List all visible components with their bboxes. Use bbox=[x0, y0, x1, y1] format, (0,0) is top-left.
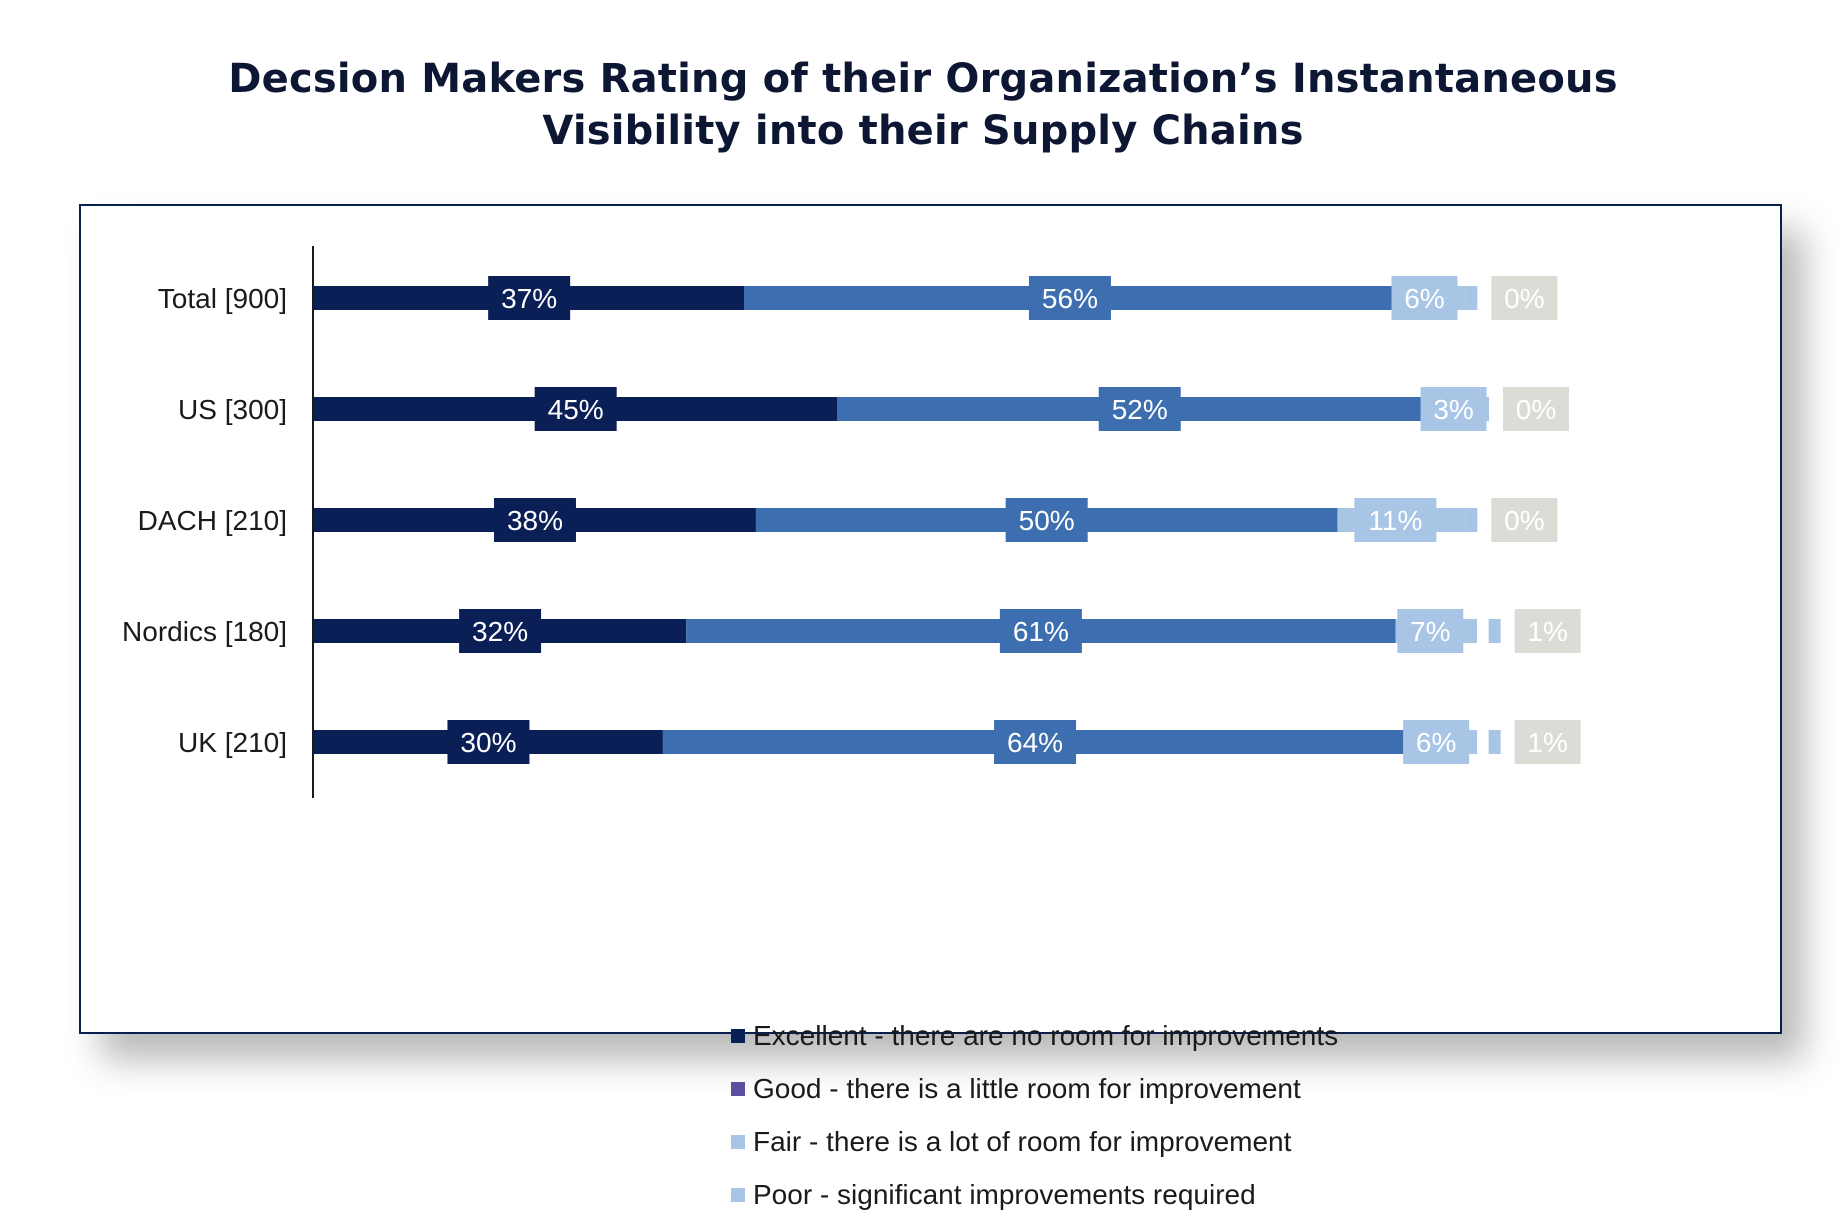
category-label-uk: UK [210] bbox=[178, 727, 287, 758]
legend-item-good: Good - there is a little room for improv… bbox=[731, 1062, 1338, 1115]
data-label-dach-fair: 11% bbox=[1368, 505, 1422, 536]
data-label-dach-good: 50% bbox=[1019, 505, 1075, 536]
legend-swatch-fair bbox=[731, 1134, 745, 1149]
legend-label-poor: Poor - significant improvements required bbox=[753, 1178, 1256, 1210]
data-label-bg-us-fair bbox=[1420, 387, 1487, 431]
data-label-bg-us-good bbox=[1098, 387, 1181, 431]
bar-uk-end-cap bbox=[1488, 730, 1501, 754]
stacked-bar-chart: Total [900] 37% 56% 6% 0% US [300] 45% 52% 3% 0% D… bbox=[122, 246, 1581, 798]
category-label-nordics: Nordics [180] bbox=[122, 616, 287, 647]
legend-item-poor: Poor - significant improvements required bbox=[731, 1168, 1338, 1221]
data-label-bg-dach-excellent bbox=[493, 498, 576, 542]
data-label-total-excellent: 37% bbox=[501, 283, 557, 314]
data-label-bg-dach-poor bbox=[1491, 498, 1558, 542]
data-label-us-good: 52% bbox=[1112, 394, 1168, 425]
data-label-bg-us-poor bbox=[1503, 387, 1569, 431]
data-label-uk-poor: 1% bbox=[1527, 727, 1567, 758]
data-label-bg-us-excellent bbox=[534, 387, 617, 431]
legend-item-fair: Fair - there is a lot of room for improv… bbox=[731, 1115, 1338, 1168]
data-label-bg-total-excellent bbox=[488, 276, 571, 320]
data-label-bg-nordics-fair bbox=[1397, 609, 1464, 653]
legend-swatch-excellent bbox=[731, 1028, 745, 1043]
data-label-nordics-excellent: 32% bbox=[472, 616, 528, 647]
data-label-us-poor: 0% bbox=[1516, 394, 1556, 425]
data-label-bg-uk-good bbox=[994, 720, 1077, 764]
data-label-bg-total-fair bbox=[1391, 276, 1458, 320]
data-label-nordics-fair: 7% bbox=[1410, 616, 1450, 647]
chart-title-line-1: Decsion Makers Rating of their Organizat… bbox=[228, 56, 1618, 102]
chart-legend: Excellent - there are no room for improv… bbox=[731, 1009, 1338, 1221]
data-label-dach-excellent: 38% bbox=[507, 505, 563, 536]
data-label-bg-nordics-poor bbox=[1514, 609, 1581, 653]
legend-label-excellent: Excellent - there are no room for improv… bbox=[753, 1019, 1339, 1051]
data-label-bg-uk-excellent bbox=[447, 720, 530, 764]
data-label-bg-nordics-excellent bbox=[459, 609, 542, 653]
data-label-nordics-good: 61% bbox=[1013, 616, 1069, 647]
data-label-bg-uk-fair bbox=[1403, 720, 1470, 764]
data-label-bg-total-poor bbox=[1491, 276, 1558, 320]
data-label-nordics-poor: 1% bbox=[1527, 616, 1567, 647]
data-label-uk-good: 64% bbox=[1007, 727, 1063, 758]
chart-panel: Total [900] 37% 56% 6% 0% US [300] 45% 52% 3% 0% D… bbox=[79, 204, 1782, 1210]
data-label-bg-uk-poor bbox=[1514, 720, 1581, 764]
bar-dach-end-cap bbox=[1465, 508, 1478, 532]
data-label-bg-dach-fair bbox=[1354, 498, 1437, 542]
category-label-dach: DACH [210] bbox=[138, 505, 287, 536]
data-label-uk-excellent: 30% bbox=[460, 727, 516, 758]
category-label-us: US [300] bbox=[178, 394, 287, 425]
bar-nordics-end-cap bbox=[1488, 619, 1501, 643]
data-label-us-fair: 3% bbox=[1433, 394, 1473, 425]
legend-label-fair: Fair - there is a lot of room for improv… bbox=[753, 1125, 1292, 1157]
data-label-total-fair: 6% bbox=[1404, 283, 1444, 314]
data-label-bg-total-good bbox=[1028, 276, 1111, 320]
category-label-total: Total [900] bbox=[158, 283, 287, 314]
data-label-bg-dach-good bbox=[1005, 498, 1088, 542]
data-label-bg-nordics-good bbox=[999, 609, 1082, 653]
data-label-us-excellent: 45% bbox=[548, 394, 604, 425]
data-label-dach-poor: 0% bbox=[1504, 505, 1544, 536]
data-label-uk-fair: 6% bbox=[1416, 727, 1456, 758]
data-label-total-good: 56% bbox=[1042, 283, 1098, 314]
legend-item-excellent: Excellent - there are no room for improv… bbox=[731, 1009, 1338, 1062]
legend-swatch-good bbox=[731, 1081, 745, 1096]
chart-title-line-2: Visibility into their Supply Chains bbox=[542, 108, 1304, 154]
legend-label-good: Good - there is a little room for improv… bbox=[753, 1072, 1301, 1104]
legend-swatch-poor bbox=[731, 1187, 745, 1202]
data-label-total-poor: 0% bbox=[1504, 283, 1544, 314]
bar-total-end-cap bbox=[1465, 286, 1478, 310]
